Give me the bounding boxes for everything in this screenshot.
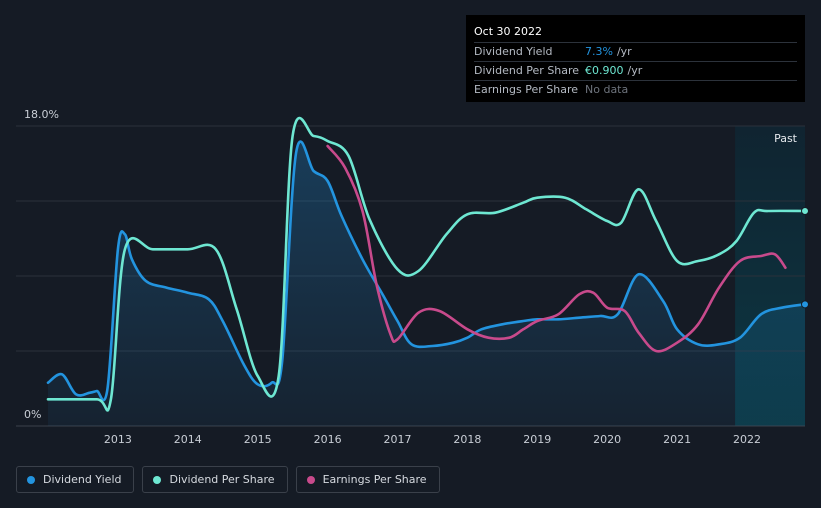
dividend-yield-end-marker (801, 300, 809, 309)
dividend-yield-line (46, 140, 807, 402)
x-tick-label: 2014 (174, 433, 202, 446)
x-tick-label: 2020 (593, 433, 621, 446)
chart-legend: Dividend Yield Dividend Per Share Earnin… (16, 466, 440, 493)
tooltip-row-dividend-per-share: Dividend Per Share €0.900 /yr (474, 61, 797, 79)
tooltip-value: No data (585, 83, 629, 96)
tooltip-row-dividend-yield: Dividend Yield 7.3% /yr (474, 42, 797, 60)
legend-item-earnings-per-share[interactable]: Earnings Per Share (295, 466, 440, 493)
legend-dot-icon (306, 475, 315, 484)
x-tick-label: 2018 (453, 433, 481, 446)
dividend-yield-area (48, 141, 805, 426)
tooltip-row-earnings-per-share: Earnings Per Share No data (474, 80, 797, 98)
dividend-per-share-line (46, 116, 807, 412)
tooltip-panel: Oct 30 2022 Dividend Yield 7.3% /yr Divi… (466, 15, 805, 102)
past-label: Past (774, 132, 798, 145)
x-tick-label: 2013 (104, 433, 132, 446)
x-tick-label: 2015 (244, 433, 272, 446)
tooltip-label: Earnings Per Share (474, 83, 579, 96)
tooltip-date: Oct 30 2022 (474, 25, 543, 38)
legend-dot-icon (153, 475, 162, 484)
legend-label: Earnings Per Share (322, 473, 427, 486)
earnings-per-share-line (326, 144, 787, 353)
tooltip-unit: /yr (627, 64, 643, 77)
y-axis-max-label: 18.0% (24, 108, 59, 121)
x-tick-label: 2019 (523, 433, 551, 446)
x-tick-label: 2016 (314, 433, 342, 446)
tooltip-value: €0.900 (585, 64, 624, 77)
tooltip-label: Dividend Per Share (474, 64, 580, 77)
legend-item-dividend-per-share[interactable]: Dividend Per Share (142, 466, 288, 493)
legend-label: Dividend Yield (43, 473, 122, 486)
x-tick-label: 2022 (733, 433, 761, 446)
tooltip-unit: /yr (616, 45, 632, 58)
y-axis-min-label: 0% (24, 408, 41, 421)
tooltip-value: 7.3% (585, 45, 613, 58)
x-tick-label: 2021 (663, 433, 691, 446)
legend-item-dividend-yield[interactable]: Dividend Yield (16, 466, 135, 493)
legend-label: Dividend Per Share (169, 473, 275, 486)
dividend-per-share-end-marker (801, 207, 809, 215)
legend-dot-icon (27, 475, 35, 484)
tooltip-label: Dividend Yield (474, 45, 553, 58)
x-tick-label: 2017 (383, 433, 411, 446)
